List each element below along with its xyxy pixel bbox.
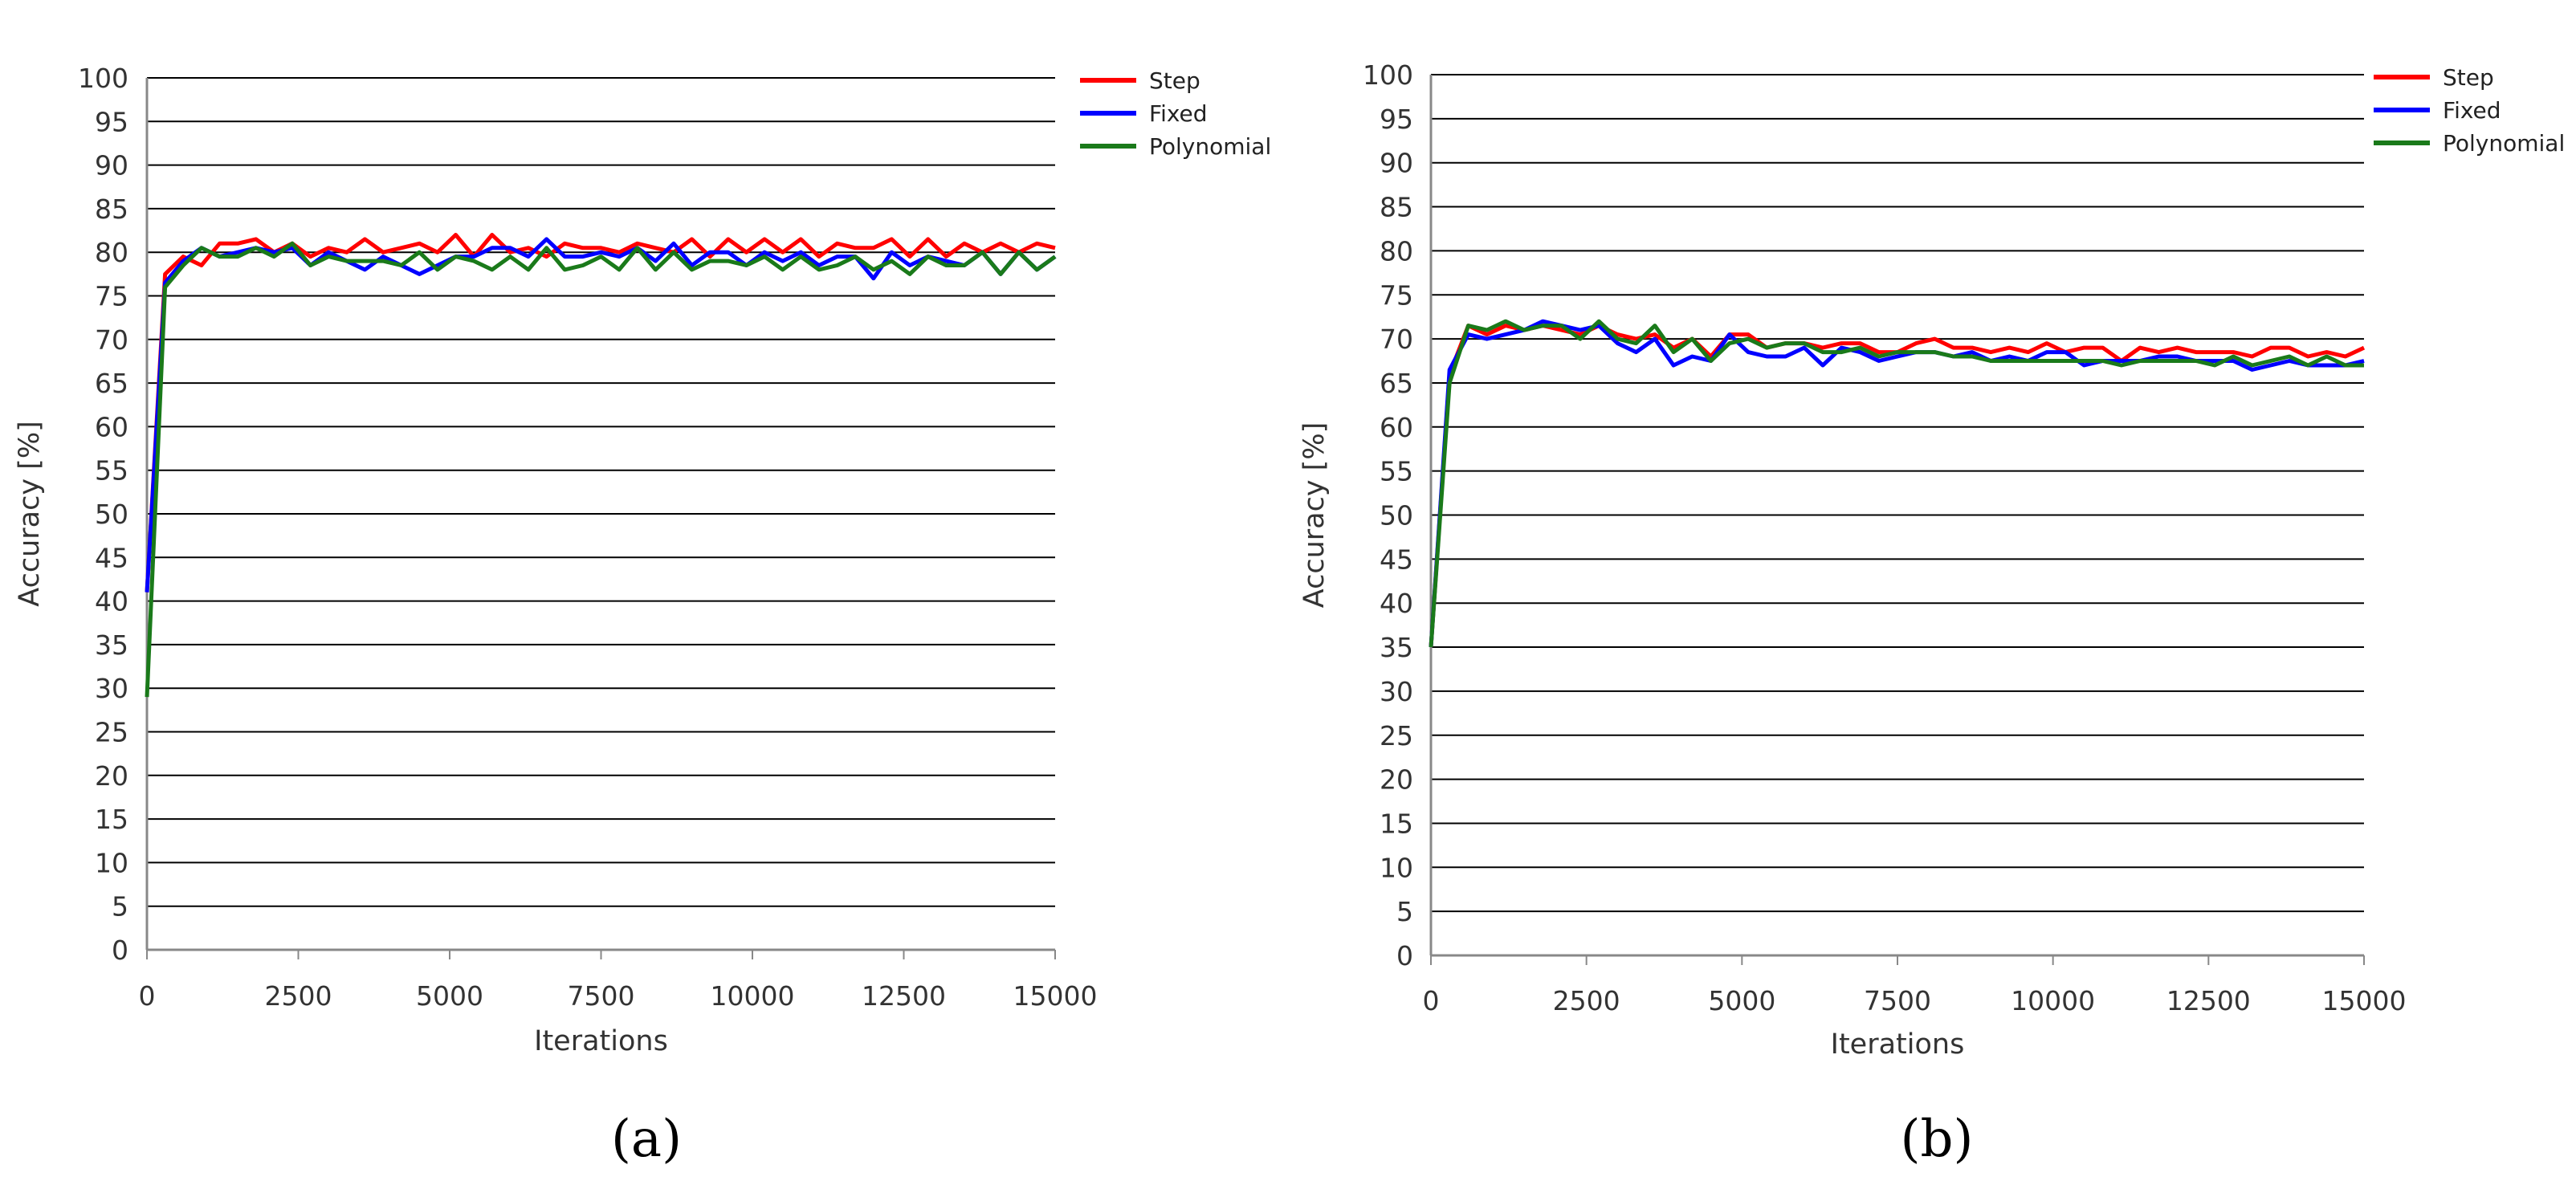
y-tick-label: 15 (1380, 808, 1413, 839)
y-tick-label: 30 (1380, 676, 1413, 707)
x-axis-title: Iterations (534, 1025, 668, 1057)
y-tick-label: 50 (1380, 500, 1413, 531)
y-tick-label: 75 (1380, 279, 1413, 311)
y-tick-label: 20 (95, 760, 128, 792)
series-line-step (145, 233, 1056, 593)
legend-label: Fixed (2443, 97, 2501, 124)
y-tick-label: 55 (1380, 456, 1413, 487)
y-tick-label: 40 (1380, 588, 1413, 619)
legend-label: Polynomial (2443, 130, 2565, 157)
series-line-polynomial (1429, 319, 2364, 648)
y-tick-label: 25 (1380, 720, 1413, 751)
y-tick-label: 50 (95, 499, 128, 530)
y-tick-label: 35 (1380, 632, 1413, 663)
series-line-polynomial (145, 241, 1057, 698)
y-tick-label: 85 (95, 193, 128, 225)
y-tick-label: 100 (78, 63, 128, 94)
y-tick-label: 30 (95, 673, 128, 704)
x-tick-label: 12500 (862, 980, 946, 1012)
x-tick-label: 7500 (1864, 985, 1931, 1016)
x-tick-label: 10000 (711, 980, 795, 1012)
y-tick-label: 100 (1363, 59, 1413, 91)
x-tick-label: 5000 (416, 980, 483, 1012)
series-line-fixed (1429, 319, 2365, 648)
y-tick-label: 80 (95, 237, 128, 268)
y-tick-label: 80 (1380, 235, 1413, 267)
x-axis-title: Iterations (1831, 1028, 1965, 1061)
legend-label: Polynomial (1149, 133, 1271, 160)
y-tick-label: 20 (1380, 764, 1413, 796)
x-tick-label: 5000 (1708, 985, 1775, 1016)
y-tick-label: 45 (95, 542, 128, 573)
y-axis-title: Accuracy [%] (1298, 422, 1331, 608)
x-tick-label: 7500 (568, 980, 635, 1012)
y-tick-label: 70 (95, 324, 128, 356)
series-line-fixed (145, 237, 1057, 593)
chart-panel-a: 0 5 10 15 20 25 30 35 40 45 50 55 60 65 70 75 80 85 90 95 10… (14, 63, 1271, 1169)
y-tick-label: 90 (1380, 148, 1413, 179)
y-tick-label: 65 (1380, 368, 1413, 399)
y-tick-label: 0 (1396, 940, 1413, 971)
y-tick-label: 0 (112, 935, 128, 966)
y-tick-label: 70 (1380, 324, 1413, 355)
legend-label: Step (1149, 67, 1200, 94)
y-tick-label: 10 (95, 847, 128, 878)
panel-label: (b) (1901, 1110, 1974, 1169)
x-tick-label: 2500 (1553, 985, 1620, 1016)
y-tick-label: 60 (95, 411, 128, 442)
chart-panel-b: 0 5 10 15 20 25 30 35 40 45 50 55 60 65 70 75 80 85 90 95 10… (1288, 0, 2576, 1177)
x-tick-label: 0 (139, 980, 156, 1012)
y-tick-label: 35 (95, 629, 128, 661)
y-tick-label: 55 (95, 455, 128, 487)
y-tick-label: 75 (95, 281, 128, 312)
y-tick-label: 60 (1380, 412, 1413, 443)
chart-a: 0 5 10 15 20 25 30 35 40 45 50 55 60 65 70 75 80 85 90 95 10… (14, 63, 1271, 1169)
y-tick-label: 90 (95, 150, 128, 181)
y-axis-title: Accuracy [%] (14, 421, 46, 606)
y-tick-label: 85 (1380, 192, 1413, 223)
panel-label: (a) (611, 1110, 682, 1169)
x-tick-label: 12500 (2166, 985, 2251, 1016)
x-tick-label: 15000 (2322, 985, 2407, 1016)
series-line-step (1429, 324, 2366, 648)
y-tick-label: 65 (95, 368, 128, 399)
y-tick-label: 10 (1380, 852, 1413, 883)
y-tick-label: 5 (112, 891, 128, 922)
chart-b: 0 5 10 15 20 25 30 35 40 45 50 55 60 65 70 75 80 85 90 95 10… (1298, 59, 2565, 1169)
y-tick-label: 95 (1380, 104, 1413, 135)
x-tick-label: 15000 (1013, 980, 1098, 1012)
y-tick-label: 5 (1396, 896, 1413, 927)
y-tick-label: 95 (95, 106, 128, 137)
x-tick-label: 2500 (265, 980, 332, 1012)
x-tick-label: 10000 (2011, 985, 2095, 1016)
y-tick-label: 40 (95, 586, 128, 617)
legend-label: Step (2443, 64, 2494, 91)
x-tick-label: 0 (1423, 985, 1440, 1016)
y-tick-label: 45 (1380, 544, 1413, 575)
legend-label: Fixed (1149, 100, 1208, 127)
y-tick-label: 15 (95, 804, 128, 835)
y-tick-label: 25 (95, 717, 128, 748)
